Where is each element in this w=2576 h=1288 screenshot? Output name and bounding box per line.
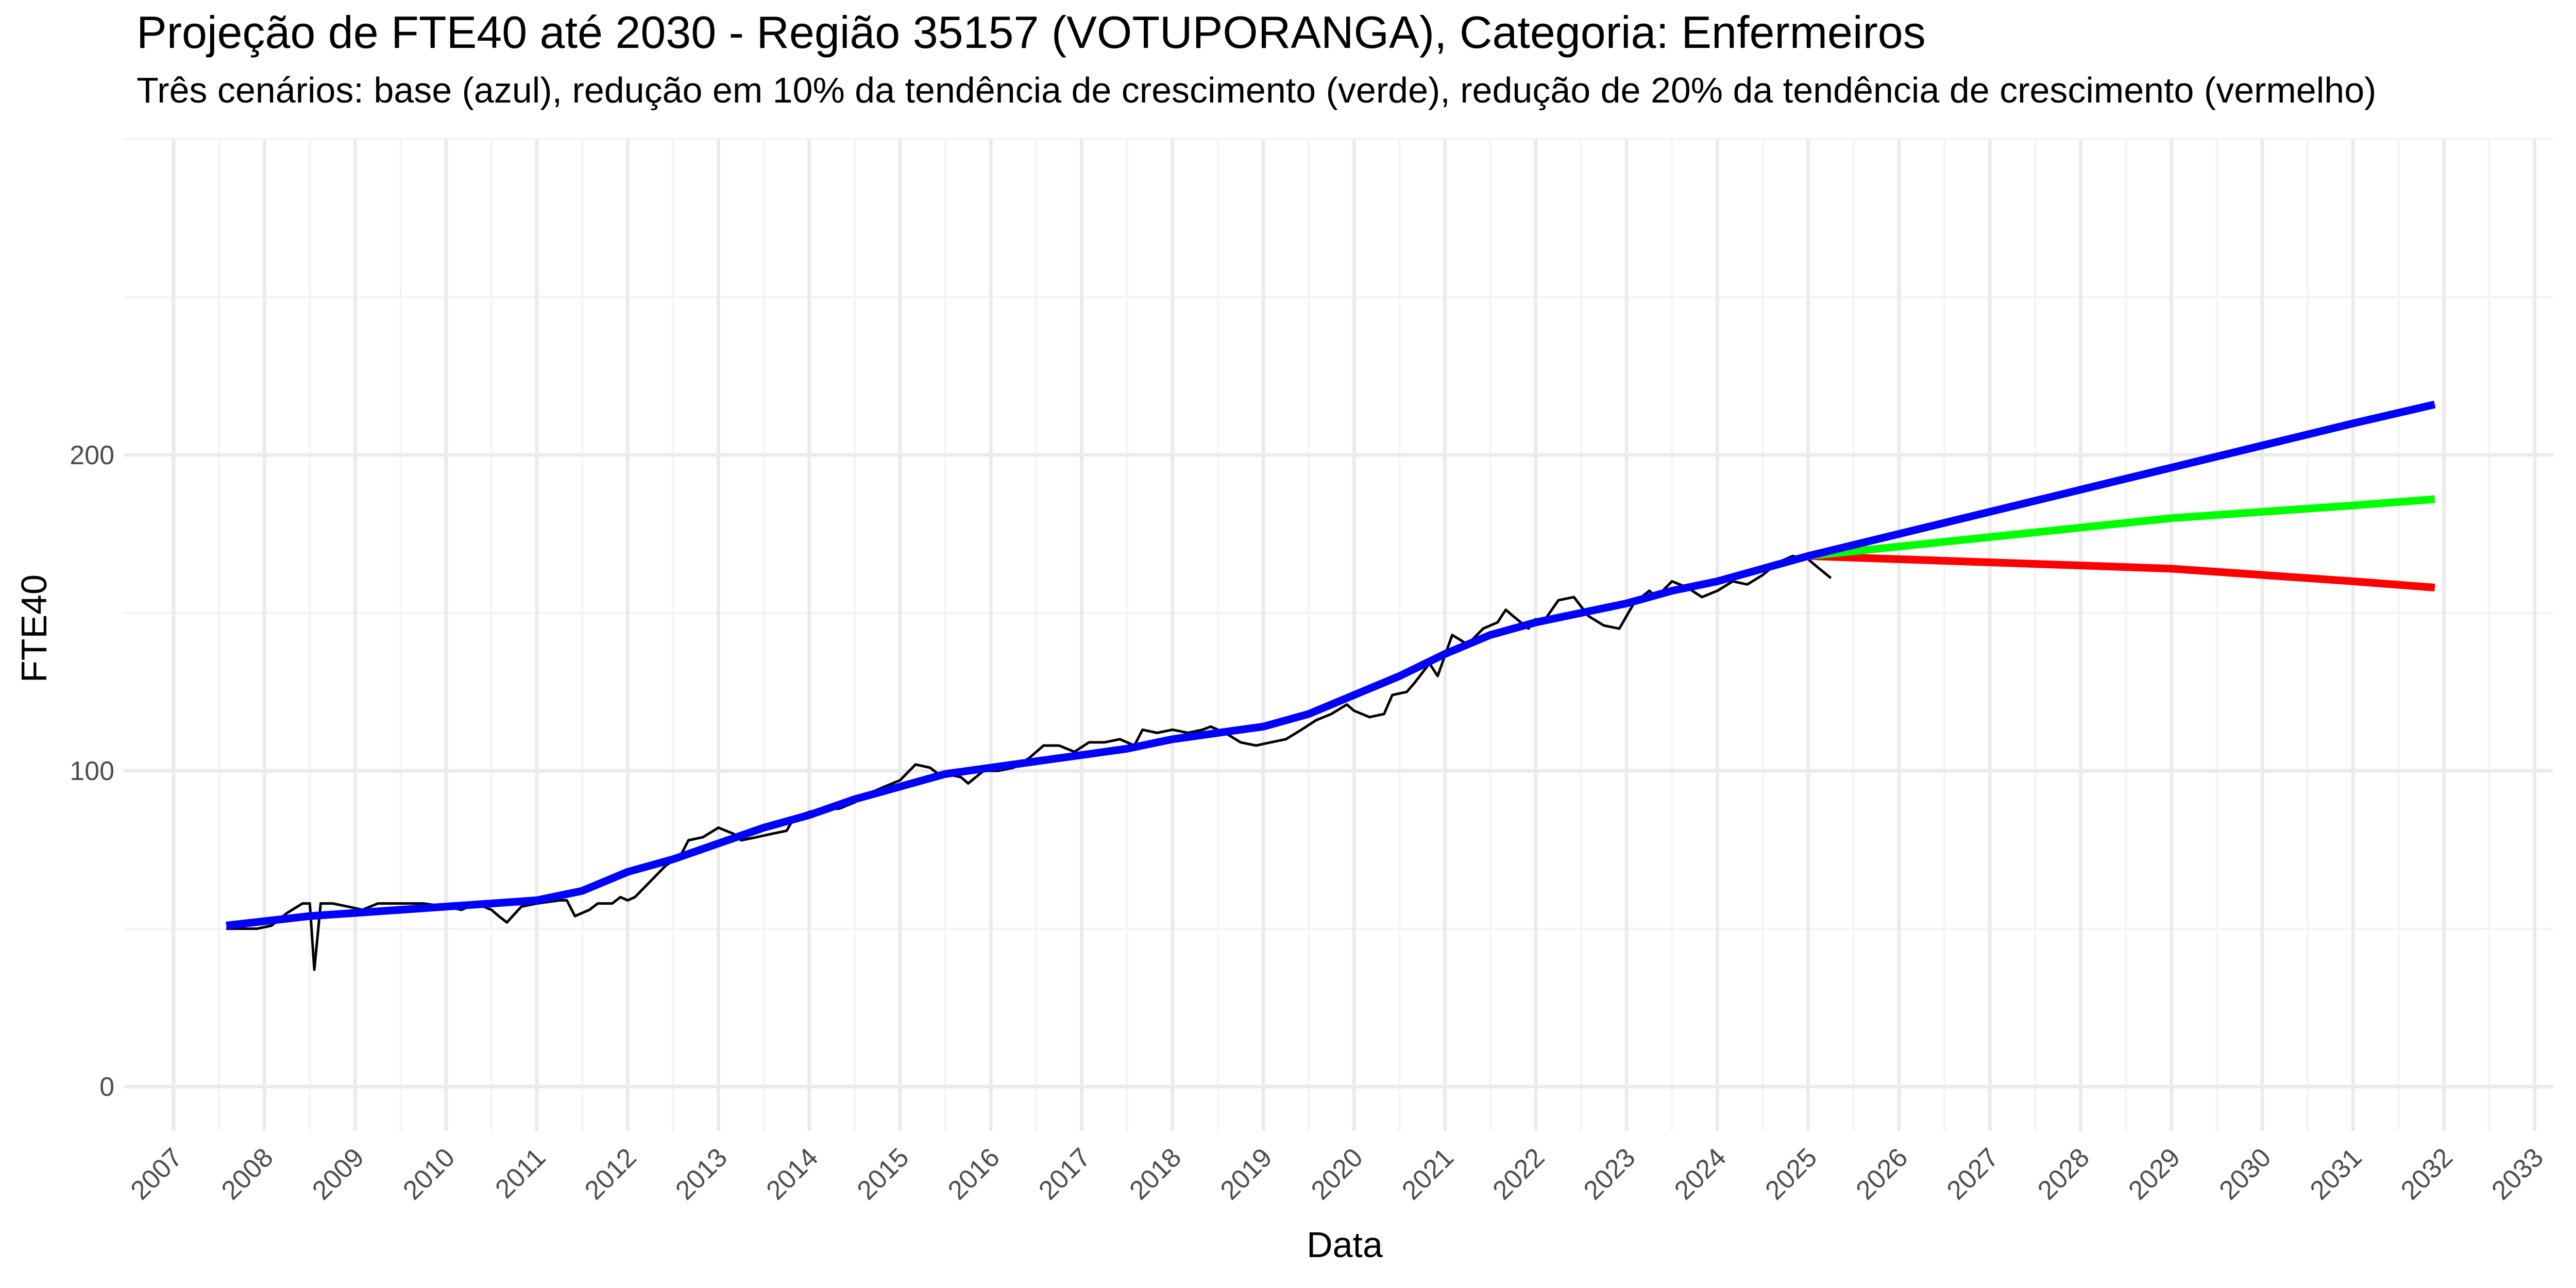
y-axis-title: FTE40: [14, 574, 54, 683]
x-axis-title: Data: [1307, 1225, 1383, 1265]
x-tick-label: 2014: [760, 1142, 824, 1206]
x-tick-label: 2007: [125, 1142, 189, 1206]
y-tick-label: 100: [70, 756, 114, 786]
x-tick-label: 2019: [1215, 1142, 1278, 1206]
x-tick-label: 2020: [1306, 1142, 1369, 1206]
x-tick-label: 2033: [2486, 1142, 2549, 1206]
x-tick-label: 2023: [1578, 1142, 1641, 1206]
x-tick-label: 2015: [852, 1142, 915, 1206]
x-tick-label: 2021: [1396, 1142, 1460, 1206]
scenario-10pct-line: [1807, 495, 2435, 560]
x-tick-label: 2031: [2304, 1142, 2368, 1206]
x-tick-label: 2017: [1033, 1142, 1096, 1206]
x-tick-label: 2009: [307, 1142, 370, 1206]
x-tick-label: 2013: [670, 1142, 733, 1206]
x-tick-label: 2026: [1851, 1142, 1914, 1206]
x-tick-label: 2024: [1669, 1142, 1732, 1206]
y-axis-ticks: 0 100 200: [70, 440, 114, 1102]
x-tick-label: 2025: [1759, 1142, 1823, 1206]
x-tick-label: 2027: [1941, 1142, 2005, 1206]
x-tick-label: 2016: [942, 1142, 1006, 1206]
x-axis-ticks: 2007 2008 2009 2010 2011 2012 2013 2014 2015 2016…: [125, 1142, 2550, 1206]
minor-gridlines: [124, 138, 2553, 1131]
y-tick-label: 0: [99, 1072, 114, 1102]
series-layer: [226, 400, 2436, 971]
x-tick-label: 2028: [2032, 1142, 2095, 1206]
x-tick-label: 2010: [397, 1142, 461, 1206]
major-gridlines: [124, 139, 2553, 1131]
x-tick-label: 2029: [2123, 1142, 2186, 1206]
x-tick-label: 2030: [2214, 1142, 2277, 1206]
x-tick-label: 2022: [1487, 1142, 1551, 1206]
chart-title: Projeção de FTE40 até 2030 - Região 3515…: [137, 7, 1926, 58]
scenario-20pct-line: [1808, 552, 2435, 591]
x-tick-label: 2032: [2395, 1142, 2459, 1206]
x-tick-label: 2018: [1124, 1142, 1187, 1206]
x-tick-label: 2008: [216, 1142, 279, 1206]
y-tick-label: 200: [70, 440, 114, 470]
x-tick-label: 2012: [579, 1142, 642, 1206]
chart-subtitle: Três cenários: base (azul), redução em 1…: [137, 70, 2377, 110]
base-scenario-line: [226, 400, 2436, 929]
x-tick-label: 2011: [489, 1142, 551, 1204]
